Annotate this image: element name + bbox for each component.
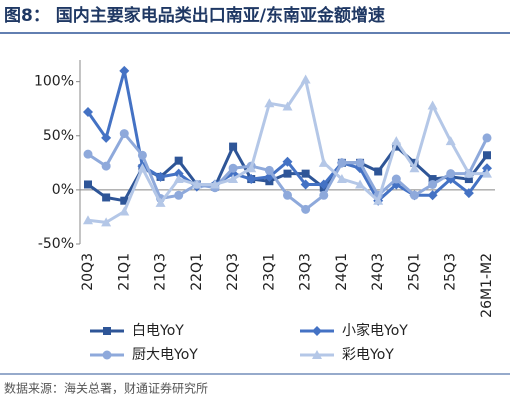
point	[101, 161, 111, 171]
point	[137, 163, 148, 173]
point	[83, 215, 93, 225]
x-tick-label: 24Q3	[370, 253, 386, 291]
point	[427, 190, 438, 201]
x-tick-label: 20Q3	[80, 253, 96, 291]
x-tick-label: 23Q1	[261, 253, 277, 291]
point	[300, 74, 311, 84]
legend-label: 彩电YoY	[342, 347, 394, 363]
point	[355, 158, 365, 168]
point	[410, 158, 419, 167]
point	[409, 163, 420, 173]
point	[155, 171, 166, 182]
y-tick-label: 50%	[43, 128, 74, 144]
point	[463, 168, 474, 178]
point	[283, 169, 292, 178]
point	[119, 206, 130, 216]
point	[119, 65, 130, 76]
x-tick-label: 22Q1	[189, 253, 205, 291]
point	[482, 168, 492, 178]
point	[391, 174, 401, 184]
point	[374, 167, 383, 176]
x-tick-label: 23Q3	[298, 253, 314, 291]
point	[137, 150, 147, 160]
point	[155, 197, 166, 207]
point	[283, 190, 292, 200]
point	[264, 165, 274, 175]
point	[173, 168, 184, 179]
point	[355, 179, 366, 189]
x-tick-label: 26M1-M2	[479, 253, 495, 318]
point	[84, 180, 92, 189]
legend-marker	[312, 326, 322, 336]
point	[119, 129, 129, 139]
x-tick-label: 25Q3	[443, 253, 459, 291]
point	[83, 149, 93, 159]
point	[301, 169, 310, 178]
y-tick-label: -50%	[38, 236, 74, 252]
point	[445, 136, 456, 146]
point	[427, 100, 438, 110]
point	[229, 142, 238, 151]
point	[392, 142, 401, 151]
point	[409, 190, 419, 200]
y-tick-label: 0%	[52, 182, 74, 198]
point	[174, 190, 184, 200]
point	[228, 174, 239, 184]
point	[428, 175, 437, 184]
x-tick-label: 24Q1	[334, 253, 350, 291]
legend-label: 白电YoY	[132, 323, 184, 339]
point	[209, 179, 220, 189]
point	[101, 132, 112, 143]
point	[483, 151, 491, 160]
legend-marker	[103, 327, 111, 335]
point	[446, 169, 456, 179]
point	[482, 133, 492, 143]
chart-title: 图8： 国内主要家电品类出口南亚/东南亚金额增速	[4, 5, 385, 26]
point	[318, 179, 329, 190]
point	[246, 174, 257, 185]
point	[463, 188, 474, 199]
point	[173, 174, 184, 184]
point	[282, 156, 293, 167]
point	[319, 190, 329, 200]
point	[318, 157, 329, 167]
point	[373, 195, 384, 205]
point	[264, 98, 275, 108]
legend-label: 厨大电YoY	[132, 347, 198, 363]
point	[301, 204, 311, 214]
x-tick-label: 25Q1	[406, 253, 422, 291]
legend-label: 小家电YoY	[342, 322, 408, 339]
source: 数据来源：海关总署，财通证券研究所	[4, 381, 208, 396]
point	[228, 163, 238, 173]
series-line	[87, 78, 487, 224]
point	[102, 193, 111, 202]
point	[482, 163, 492, 174]
point	[101, 217, 112, 227]
x-tick-label: 21Q1	[116, 253, 132, 291]
x-tick-label: 21Q3	[153, 253, 169, 291]
point	[391, 136, 402, 146]
point	[336, 174, 347, 184]
y-tick-label: 100%	[34, 74, 74, 90]
point	[120, 196, 129, 205]
point	[191, 179, 202, 189]
legend-marker	[312, 350, 322, 359]
point	[282, 101, 293, 111]
legend-marker	[102, 350, 112, 360]
point	[337, 158, 347, 168]
point	[300, 179, 311, 190]
point	[246, 163, 257, 173]
x-tick-label: 22Q3	[225, 253, 241, 291]
point	[428, 179, 438, 189]
point	[464, 175, 473, 184]
point	[83, 106, 93, 117]
point	[174, 156, 183, 165]
